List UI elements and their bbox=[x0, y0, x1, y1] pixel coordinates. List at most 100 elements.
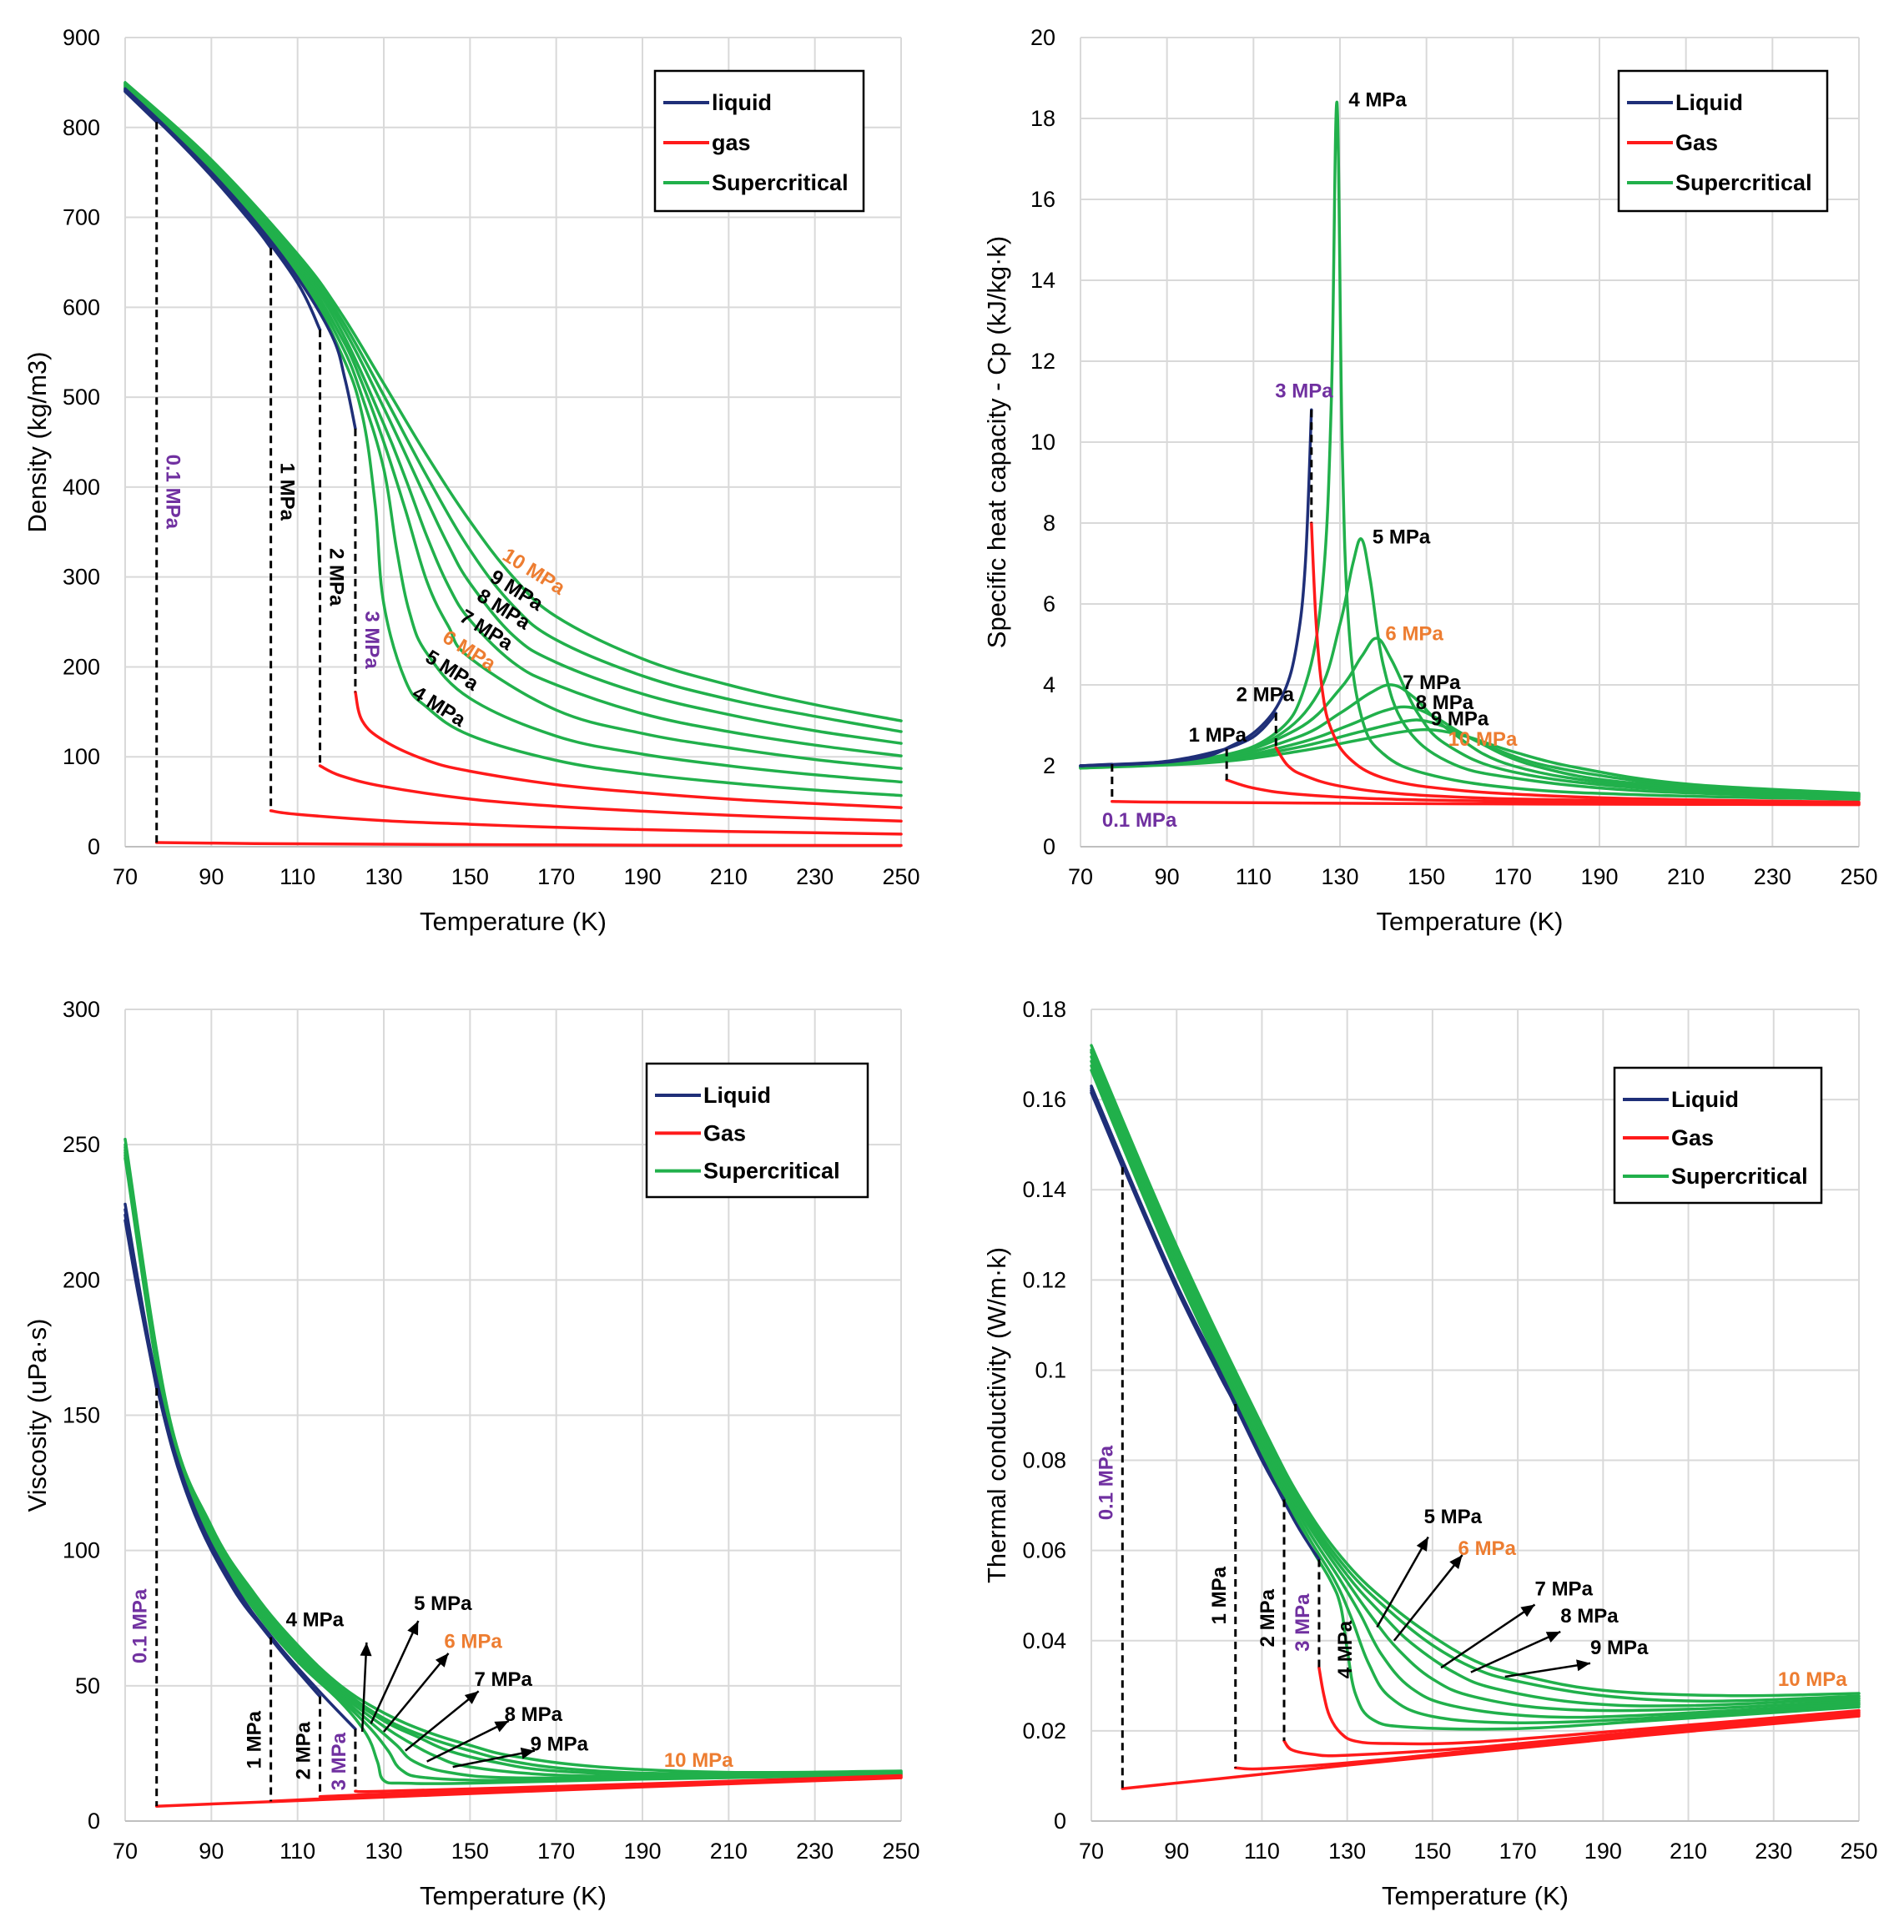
y-tick-label: 150 bbox=[63, 1403, 100, 1428]
legend: liquid gas Supercritical bbox=[653, 69, 865, 213]
pressure-label: 6 MPa bbox=[1385, 623, 1443, 646]
x-tick-label: 190 bbox=[623, 864, 661, 889]
y-axis-title: Density (kg/m3) bbox=[23, 351, 52, 532]
arrowhead bbox=[435, 1653, 449, 1668]
x-tick-label: 190 bbox=[623, 1839, 661, 1864]
series-line-liquid-3-mpa bbox=[123, 1202, 357, 1731]
series-line-8-mpa bbox=[1079, 705, 1861, 797]
y-tick-label: 0.08 bbox=[1022, 1448, 1066, 1473]
x-tick-label: 70 bbox=[1068, 864, 1093, 889]
saturation-label: 1 MPa bbox=[276, 463, 299, 521]
arrow-line bbox=[1393, 1554, 1463, 1642]
pressure-label: 5 MPa bbox=[1424, 1506, 1483, 1528]
legend-label: Gas bbox=[703, 1120, 746, 1145]
x-tick-label: 210 bbox=[710, 864, 748, 889]
saturation-label: 1 MPa bbox=[244, 1710, 266, 1768]
y-tick-label: 300 bbox=[63, 997, 100, 1022]
legend-frame bbox=[1613, 1066, 1823, 1205]
x-tick-label: 130 bbox=[365, 1839, 402, 1864]
arrow-line bbox=[452, 1749, 536, 1768]
series-line-7-mpa bbox=[1090, 1055, 1861, 1713]
pressure-label: 9 MPa bbox=[1431, 708, 1489, 731]
x-tick-label: 130 bbox=[1321, 864, 1358, 889]
y-tick-label: 200 bbox=[63, 1267, 100, 1292]
x-tick-label: 110 bbox=[1244, 1839, 1280, 1864]
series-line-6-mpa bbox=[123, 84, 903, 770]
pressure-label: 6 MPa bbox=[1458, 1537, 1517, 1560]
series-line-9-mpa bbox=[1079, 718, 1861, 796]
series-line-8-mpa bbox=[123, 83, 903, 745]
series-line-gas-0-1-mpa bbox=[154, 841, 903, 848]
y-tick-label: 14 bbox=[1030, 268, 1055, 293]
series-line-5-mpa bbox=[1079, 537, 1861, 800]
chart-conductivity: 70 90 110 130 150 170 190 210 230 250 0 0.02 0.04 0.0… bbox=[982, 997, 1878, 1910]
x-tick-label: 230 bbox=[796, 864, 834, 889]
pressure-label: 8 MPa bbox=[505, 1703, 563, 1726]
pressure-label: 4 MPa bbox=[286, 1608, 345, 1631]
y-tick-label: 0.12 bbox=[1022, 1267, 1066, 1292]
saturation-label: 2 MPa bbox=[325, 548, 348, 606]
y-tick-label: 0.1 bbox=[1035, 1357, 1066, 1382]
arrow-line bbox=[1376, 1536, 1429, 1628]
y-tick-label: 10 bbox=[1030, 430, 1055, 455]
x-tick-label: 170 bbox=[1499, 1839, 1537, 1864]
x-tick-label: 250 bbox=[882, 864, 919, 889]
y-axis-title: Thermal conductivity (W/m·k) bbox=[982, 1247, 1011, 1583]
legend-label: Supercritical bbox=[703, 1159, 840, 1184]
series-line-liquid-1-mpa bbox=[123, 1213, 273, 1639]
x-tick-label: 150 bbox=[451, 1839, 489, 1864]
series-line-gas-1-mpa bbox=[269, 809, 903, 836]
arrowhead bbox=[464, 1691, 479, 1704]
x-axis-title: Temperature (K) bbox=[420, 907, 607, 936]
x-tick-label: 110 bbox=[280, 864, 315, 889]
pressure-label: 9 MPa bbox=[531, 1733, 589, 1756]
y-tick-label: 0.18 bbox=[1022, 997, 1066, 1022]
y-tick-label: 0.16 bbox=[1022, 1087, 1066, 1112]
pressure-label: 2 MPa bbox=[1237, 683, 1295, 706]
series-line-9-mpa bbox=[123, 82, 903, 733]
x-tick-label: 190 bbox=[1584, 1839, 1622, 1864]
y-axis-title: Specific heat capacity - Cp (kJ/kg·k) bbox=[982, 236, 1011, 648]
pressure-label: 7 MPa bbox=[1535, 1578, 1594, 1601]
saturation-label: 1 MPa bbox=[1208, 1566, 1231, 1624]
saturation-label: 3 MPa bbox=[1292, 1593, 1314, 1652]
pressure-label: 8 MPa bbox=[1416, 692, 1474, 714]
x-tick-label: 190 bbox=[1580, 864, 1618, 889]
saturation-label: 0.1 MPa bbox=[129, 1588, 152, 1663]
arrow-line bbox=[383, 1653, 450, 1733]
y-tick-label: 600 bbox=[63, 294, 100, 319]
pressure-label: 0.1 MPa bbox=[1102, 809, 1177, 832]
y-tick-label: 16 bbox=[1030, 187, 1055, 212]
x-tick-label: 110 bbox=[280, 1839, 315, 1864]
y-tick-label: 4 bbox=[1043, 672, 1055, 697]
pressure-label: 8 MPa bbox=[1560, 1605, 1619, 1628]
series-line-5-mpa bbox=[1090, 1064, 1861, 1724]
x-tick-label: 250 bbox=[1840, 1839, 1877, 1864]
arrowhead bbox=[360, 1642, 372, 1657]
pressure-label: 5 MPa bbox=[414, 1592, 472, 1615]
arrow-line bbox=[370, 1620, 420, 1724]
x-tick-label: 130 bbox=[365, 864, 402, 889]
x-tick-label: 130 bbox=[1328, 1839, 1366, 1864]
series-line-gas-3-mpa bbox=[1310, 521, 1861, 804]
x-tick-label: 230 bbox=[796, 1839, 834, 1864]
legend-label: Supercritical bbox=[1675, 170, 1812, 195]
series-line-8-mpa bbox=[1090, 1050, 1861, 1708]
x-tick-label: 90 bbox=[199, 1839, 224, 1864]
x-tick-label: 230 bbox=[1755, 1839, 1792, 1864]
legend-label: liquid bbox=[712, 90, 772, 115]
series-line-liquid-2-mpa bbox=[123, 88, 322, 332]
arrowhead bbox=[1520, 1604, 1535, 1618]
y-tick-label: 0 bbox=[88, 1809, 100, 1834]
x-tick-label: 170 bbox=[1494, 864, 1532, 889]
x-tick-label: 70 bbox=[113, 1839, 138, 1864]
x-axis-title: Temperature (K) bbox=[420, 1881, 607, 1910]
x-tick-label: 90 bbox=[1164, 1839, 1189, 1864]
series-line-9-mpa bbox=[1090, 1048, 1861, 1703]
y-tick-label: 18 bbox=[1030, 106, 1055, 131]
y-tick-label: 0.14 bbox=[1022, 1177, 1066, 1202]
y-tick-label: 800 bbox=[63, 115, 100, 140]
saturation-label: 2 MPa bbox=[1257, 1588, 1279, 1647]
series-line-10-mpa bbox=[123, 81, 903, 722]
saturation-label: 3 MPa bbox=[360, 611, 383, 669]
